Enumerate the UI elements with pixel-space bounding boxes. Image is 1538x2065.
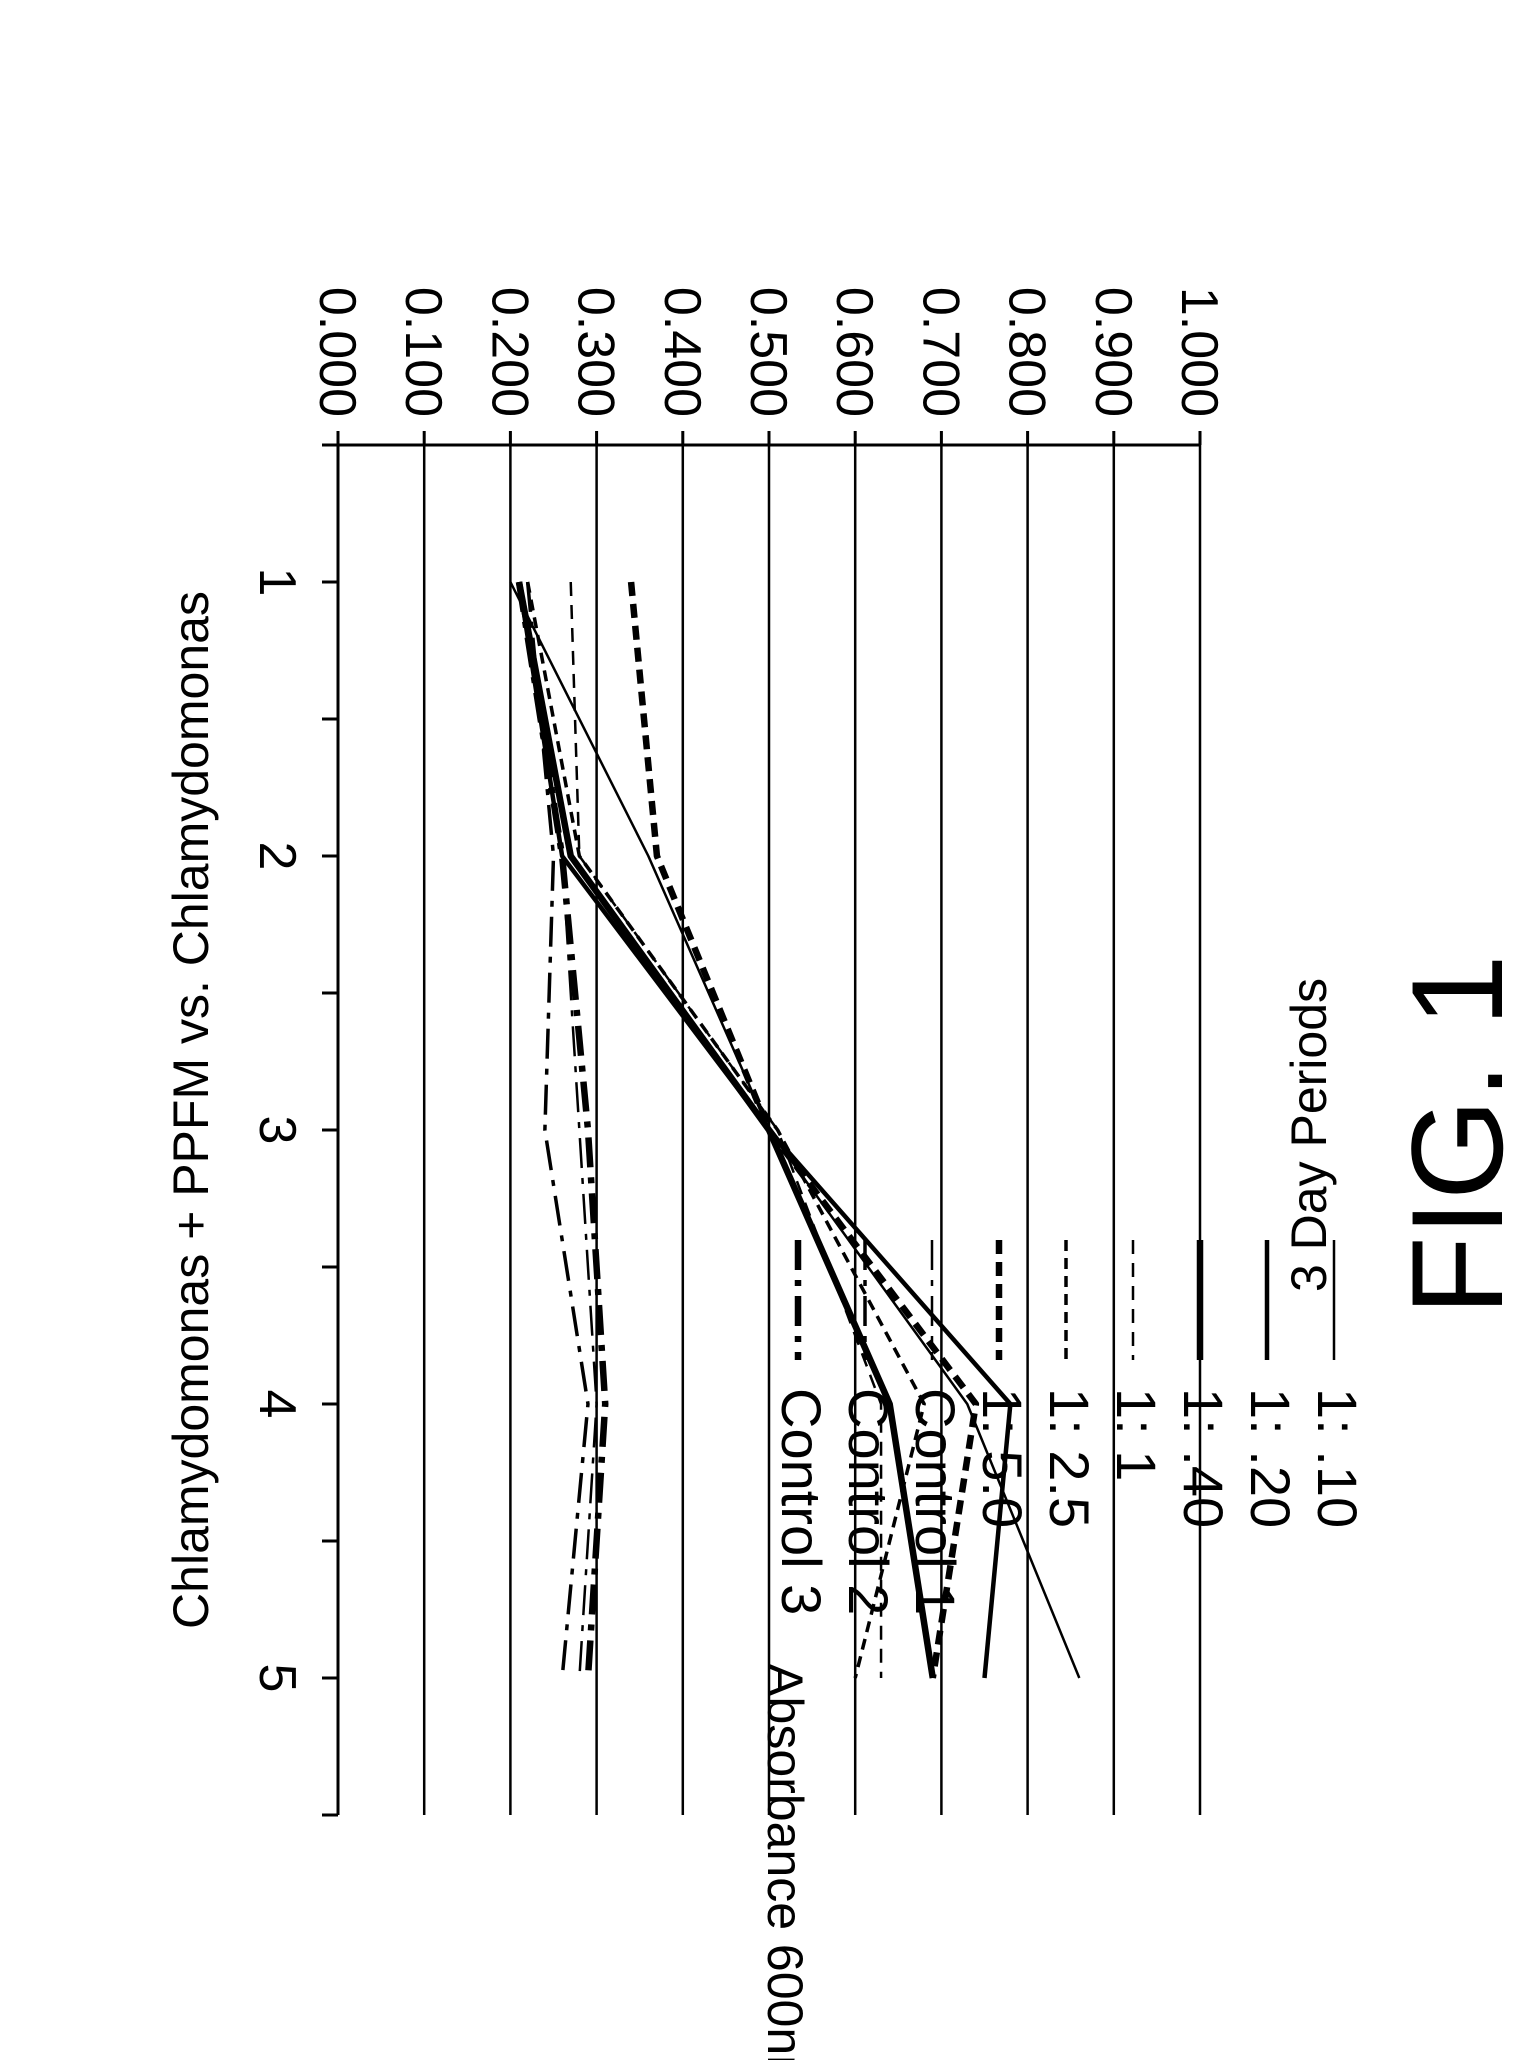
series-line-5 <box>525 581 926 1679</box>
y-tick-label: 0.800 <box>998 287 1056 417</box>
series-line-9 <box>515 581 609 1679</box>
legend-label: 1: 1 <box>1105 1388 1168 1481</box>
series-lines <box>509 581 1081 1679</box>
series-line-3 <box>515 581 936 1679</box>
y-axis-ticks: 0.000 0.100 0.200 0.300 0.400 0.500 0.600 0.700… <box>308 287 1228 445</box>
legend-label: Control 1 <box>904 1388 967 1615</box>
legend: 1: .101: .201: .401: 11: 2.51: 5.0Contro… <box>770 1240 1369 1615</box>
y-tick-label: 0.300 <box>567 287 625 417</box>
y-tick-label: 0.200 <box>480 287 538 417</box>
x-tick-label: 2 <box>248 842 306 871</box>
y-tick-label: 0.500 <box>739 287 797 417</box>
y-tick-label: 0.400 <box>653 287 711 417</box>
legend-label: 1: .10 <box>1306 1388 1369 1528</box>
legend-label: 1: .20 <box>1239 1388 1302 1528</box>
chart-title: Chlamydomonas + PPFM vs. Chlamydomonas <box>163 591 219 1629</box>
legend-label: Control 3 <box>770 1388 833 1615</box>
legend-label: 1: 5.0 <box>971 1388 1034 1528</box>
legend-label: 1: 2.5 <box>1038 1388 1101 1528</box>
x-tick-label: 4 <box>248 1390 306 1419</box>
y-tick-label: 0.900 <box>1084 287 1142 417</box>
y-tick-label: 0.000 <box>308 287 366 417</box>
figure-label: FIG. 1 <box>1384 954 1530 1315</box>
y-axis-title: Absorbance 600nm <box>757 1663 813 2060</box>
x-tick-label: 3 <box>248 1116 306 1145</box>
y-tick-label: 0.700 <box>911 287 969 417</box>
series-line-4 <box>569 581 883 1678</box>
x-tick-label: 5 <box>248 1664 306 1693</box>
y-tick-label: 0.100 <box>394 287 452 417</box>
y-tick-label: 1.000 <box>1170 287 1228 417</box>
legend-label: 1: .40 <box>1172 1388 1235 1528</box>
x-axis-ticks: 1 2 3 4 5 <box>248 443 338 1817</box>
series-line-6 <box>627 581 980 1679</box>
x-axis-title: 3 Day Periods <box>1281 978 1337 1292</box>
y-tick-label: 0.600 <box>825 287 883 417</box>
rotated-chart-group: 0.000 0.100 0.200 0.300 0.400 0.500 0.600 0.700… <box>163 287 1530 2065</box>
legend-label: Control 2 <box>837 1388 900 1615</box>
x-tick-label: 1 <box>248 568 306 597</box>
